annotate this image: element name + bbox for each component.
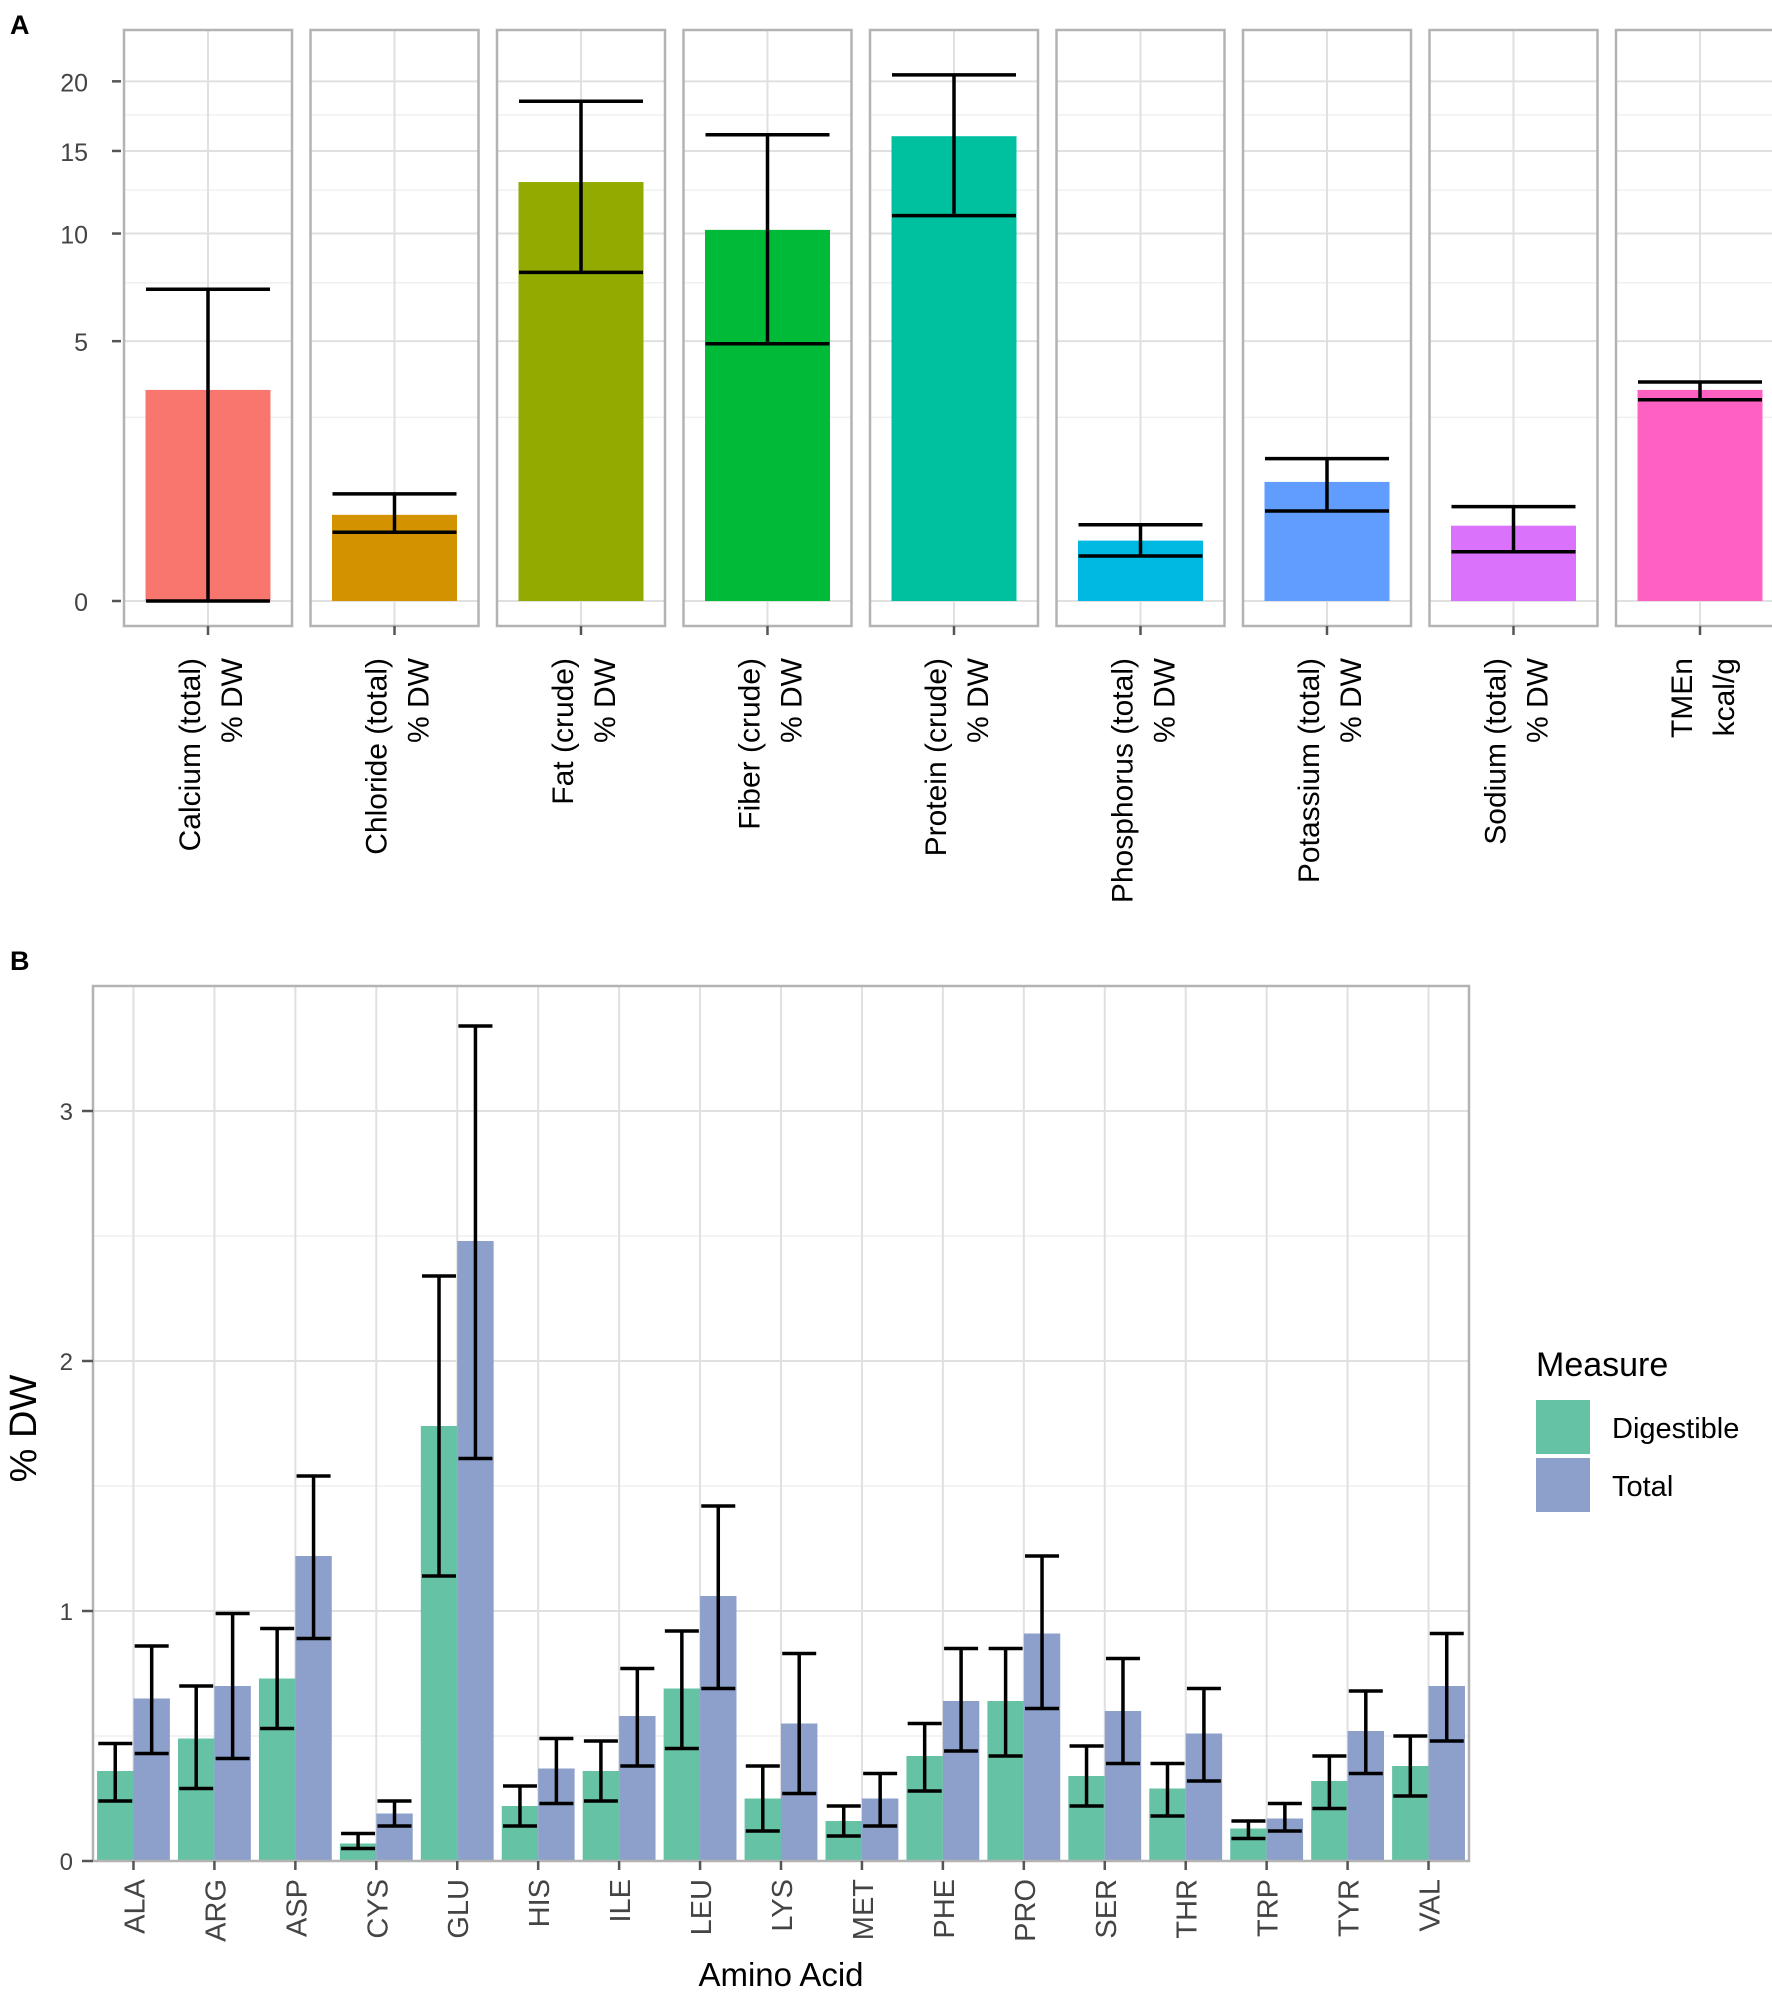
x-tick-label: ASP <box>281 1879 313 1937</box>
facet-3: Fat (crude) % DW <box>495 28 667 805</box>
facet-7: Potassium (total) % DW <box>1241 28 1413 883</box>
y-tick-label: 1 <box>60 1599 73 1626</box>
x-tick-label: LEU <box>686 1879 718 1935</box>
facet-label: Potassium (total) % DW <box>1293 657 1368 883</box>
y-tick-label: 10 <box>60 222 88 250</box>
x-tick-label: ALA <box>119 1878 151 1933</box>
y-tick-label: 3 <box>60 1099 73 1126</box>
legend-swatch-total <box>1536 1458 1590 1512</box>
x-tick-label: SER <box>1091 1879 1123 1939</box>
facet-label-unit: % DW <box>962 657 995 743</box>
legend-swatch-digestible <box>1536 1400 1590 1454</box>
facet-label: Phosphorus (total) % DW <box>1107 657 1182 903</box>
facet-label: Chloride (total) % DW <box>361 657 436 854</box>
facet-label-name: Calcium (total) <box>174 658 207 851</box>
facet-label-unit: % DW <box>1149 657 1182 743</box>
x-axis-title: Amino Acid <box>698 1956 863 1993</box>
y-tick-label: 5 <box>74 329 88 357</box>
panel-b: B 0 1 2 3 ALA ARG ASP CYS GLU HIS ILE LEU LYS MET PHE PR… <box>3 946 1739 1993</box>
error-bars-total <box>134 1024 1464 1833</box>
facet-label-unit: % DW <box>1335 657 1368 743</box>
x-tick-label: PHE <box>929 1879 961 1939</box>
facet-label: Calcium (total) % DW <box>174 657 249 851</box>
facet-8: Sodium (total) % DW <box>1428 28 1599 845</box>
legend-title: Measure <box>1536 1346 1668 1384</box>
bar <box>1637 389 1763 601</box>
facet-9: TMEn kcal/g <box>1614 28 1772 738</box>
x-tick-label: THR <box>1172 1879 1204 1939</box>
y-axis-title: % DW <box>3 1375 45 1483</box>
x-tick-label: GLU <box>443 1879 475 1939</box>
facet-label-unit: % DW <box>216 657 249 743</box>
x-tick-label: HIS <box>524 1879 556 1927</box>
panel-a-label: A <box>10 10 30 40</box>
panel-b-label: B <box>10 946 30 976</box>
legend: Measure Digestible Total <box>1536 1346 1739 1512</box>
x-tick-label: ARG <box>200 1879 232 1942</box>
facet-label-unit: % DW <box>589 657 622 743</box>
facet-label: Fat (crude) % DW <box>547 657 622 804</box>
facet-label-unit: % DW <box>403 657 436 743</box>
legend-label-digestible: Digestible <box>1612 1413 1739 1445</box>
facet-label-unit: kcal/g <box>1708 658 1741 736</box>
facet-label-unit: % DW <box>1522 657 1555 743</box>
x-tick-label: TYR <box>1334 1879 1366 1937</box>
facet-label: Sodium (total) % DW <box>1480 657 1555 844</box>
facet-label: Protein (crude) % DW <box>920 657 995 856</box>
facet-label-name: Chloride (total) <box>361 658 394 855</box>
error-bars-digestible <box>98 1274 1428 1851</box>
y-tick-label: 2 <box>60 1349 73 1376</box>
x-tick-label: CYS <box>362 1879 394 1939</box>
x-tick-label: LYS <box>767 1879 799 1932</box>
facet-label: Fiber (crude) % DW <box>734 657 809 829</box>
facet-label-name: Fiber (crude) <box>734 658 767 830</box>
y-tick-label: 20 <box>60 69 88 97</box>
x-tick-label: PRO <box>1010 1879 1042 1942</box>
facet-label-name: Phosphorus (total) <box>1107 658 1140 903</box>
facet-1: Calcium (total) % DW <box>122 28 294 851</box>
facet-6: Phosphorus (total) % DW <box>1055 28 1226 903</box>
legend-label-total: Total <box>1612 1471 1673 1503</box>
facet-label: TMEn kcal/g <box>1666 658 1741 738</box>
facet-2: Chloride (total) % DW <box>309 28 480 855</box>
y-tick-label: 15 <box>60 139 88 167</box>
x-tick-label: ILE <box>605 1879 637 1923</box>
x-tick-label: VAL <box>1415 1879 1447 1932</box>
facet-label-name: Protein (crude) <box>920 658 953 856</box>
facet-label-name: TMEn <box>1666 658 1699 738</box>
facet-5: Protein (crude) % DW <box>868 28 1040 856</box>
y-tick-label: 0 <box>60 1849 73 1876</box>
facet-label-unit: % DW <box>776 657 809 743</box>
facet-label-name: Potassium (total) <box>1293 658 1326 883</box>
y-tick-label: 0 <box>74 589 88 617</box>
x-tick-label: MET <box>848 1879 880 1941</box>
x-tick-label: TRP <box>1253 1879 1285 1937</box>
facet-label-name: Fat (crude) <box>547 658 580 805</box>
facet-label-name: Sodium (total) <box>1480 658 1513 845</box>
facet-4: Fiber (crude) % DW <box>682 28 853 830</box>
